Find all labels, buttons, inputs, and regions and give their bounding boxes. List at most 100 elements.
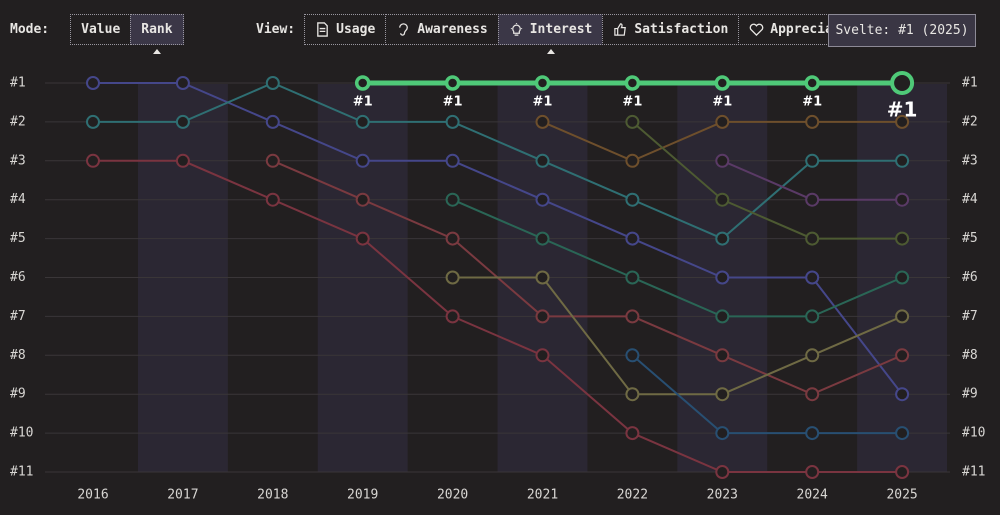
x-tick-label: 2020 [437,488,468,503]
series-point [86,114,100,129]
series-point [715,192,730,207]
tooltip: Svelte: #1 (2025) [828,14,976,47]
series-point [895,192,910,207]
series-point [715,309,730,324]
series-point [715,270,730,285]
series-point [625,387,640,402]
series-point [355,192,370,207]
y-tick-label: #3 [10,153,26,168]
y-tick-label-right: #2 [962,114,978,129]
series-point [715,426,730,441]
series-point [715,114,730,129]
series-point [895,153,910,168]
series-point [265,76,280,90]
series-point [625,114,640,129]
series-point [805,387,820,402]
icon [614,23,627,36]
view-text: Usage [336,22,376,37]
mode-button[interactable]: Rank [130,14,184,54]
series-point [445,153,460,168]
series-point [355,114,370,129]
series-point [625,309,640,324]
series-point [895,114,910,129]
series-point [895,270,910,285]
y-tick-label-right: #4 [962,192,978,207]
series-line [93,81,903,240]
y-tick-label: #10 [10,426,33,441]
series-point [715,153,730,168]
icon [510,22,522,36]
series-point [355,153,370,168]
series-point [535,192,550,207]
y-tick-label: #2 [10,114,26,129]
x-tick-label: 2017 [167,488,198,503]
series-line [631,121,903,240]
highlight-point [804,75,820,91]
view-button[interactable]: Interest [497,14,604,54]
icon [399,23,409,36]
series-point [895,426,910,441]
series-point [445,192,460,207]
value-label: #1 [712,95,732,110]
value-label: #1 [622,95,642,110]
series-point [895,231,910,246]
series-point [895,348,910,363]
y-tick-label-right: #11 [962,465,985,480]
x-tick-label: 2016 [77,488,108,503]
view-button[interactable]: Awareness [385,14,499,45]
y-tick-label-right: #10 [962,426,985,441]
series-line [631,354,903,435]
x-tick-label: 2019 [347,488,378,503]
series-point [535,348,550,363]
value-label: #1 [802,95,822,110]
series-point [805,426,820,441]
series-point [895,309,910,324]
series-point [175,114,190,129]
highlight-point [714,75,731,91]
series-point [895,387,910,402]
series-point [715,387,730,402]
value-label: #1 [533,95,553,110]
icon [749,23,764,37]
series-point [715,348,730,363]
series-point [625,231,640,246]
mode-button[interactable]: Value [70,14,132,45]
y-tick-label-right: #8 [962,348,978,363]
view-text: Interest [529,22,593,37]
series-point [805,348,820,363]
view-text: Awareness [417,22,488,37]
view-button[interactable]: Usage [304,14,387,45]
series-line [452,198,903,318]
x-tick-label: 2022 [617,488,648,503]
y-tick-label: #5 [10,231,26,246]
y-tick-label: #6 [10,270,26,285]
series-point [265,153,280,168]
series-point [625,153,640,168]
series-point [535,114,550,129]
series-point [86,153,100,168]
series-point [86,76,100,90]
y-tick-label: #4 [10,192,26,207]
highlight-point [354,75,371,91]
value-label: #1 [443,95,463,110]
series-point [625,192,640,207]
highlight-point [624,75,641,91]
series-point [625,270,640,285]
series-point [805,465,820,479]
series-point [175,153,190,168]
x-tick-label: 2025 [886,488,917,503]
series-point [265,192,280,207]
view-text: Satisfaction [634,22,729,37]
mode-label: Mode: [10,22,50,37]
series-point [805,231,820,246]
y-tick-label-right: #7 [962,309,978,324]
series-point [175,76,190,90]
view-button[interactable]: Satisfaction [602,14,740,45]
series-point [625,426,640,441]
series-point [445,309,460,324]
series-point [265,114,280,129]
view-switch: View: Usage Awareness Interest Satisfact… [256,14,876,54]
series-point [535,270,550,285]
